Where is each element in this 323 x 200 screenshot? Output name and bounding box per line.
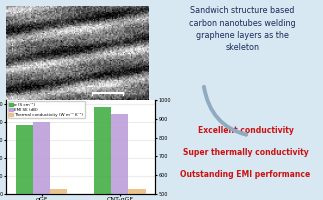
Bar bbox=[16, 125, 33, 194]
Bar bbox=[111, 114, 129, 194]
Bar bbox=[94, 107, 111, 194]
Text: Excellent conductivity: Excellent conductivity bbox=[198, 126, 293, 135]
Text: Outstanding EMI performance: Outstanding EMI performance bbox=[180, 170, 311, 179]
Text: Sandwich structure based
carbon nanotubes welding
graphene layers as the
skeleto: Sandwich structure based carbon nanotube… bbox=[189, 6, 296, 52]
Bar bbox=[129, 189, 146, 194]
Text: Super thermally conductivity: Super thermally conductivity bbox=[182, 148, 308, 157]
Legend: σ (S cm⁻¹), EMI SE (dB), Thermal conductivity (W m⁻¹ K⁻¹): σ (S cm⁻¹), EMI SE (dB), Thermal conduct… bbox=[8, 101, 85, 118]
FancyArrowPatch shape bbox=[204, 87, 246, 135]
Text: 10 μm: 10 μm bbox=[98, 83, 117, 88]
Bar bbox=[50, 189, 68, 194]
Bar bbox=[33, 122, 50, 194]
